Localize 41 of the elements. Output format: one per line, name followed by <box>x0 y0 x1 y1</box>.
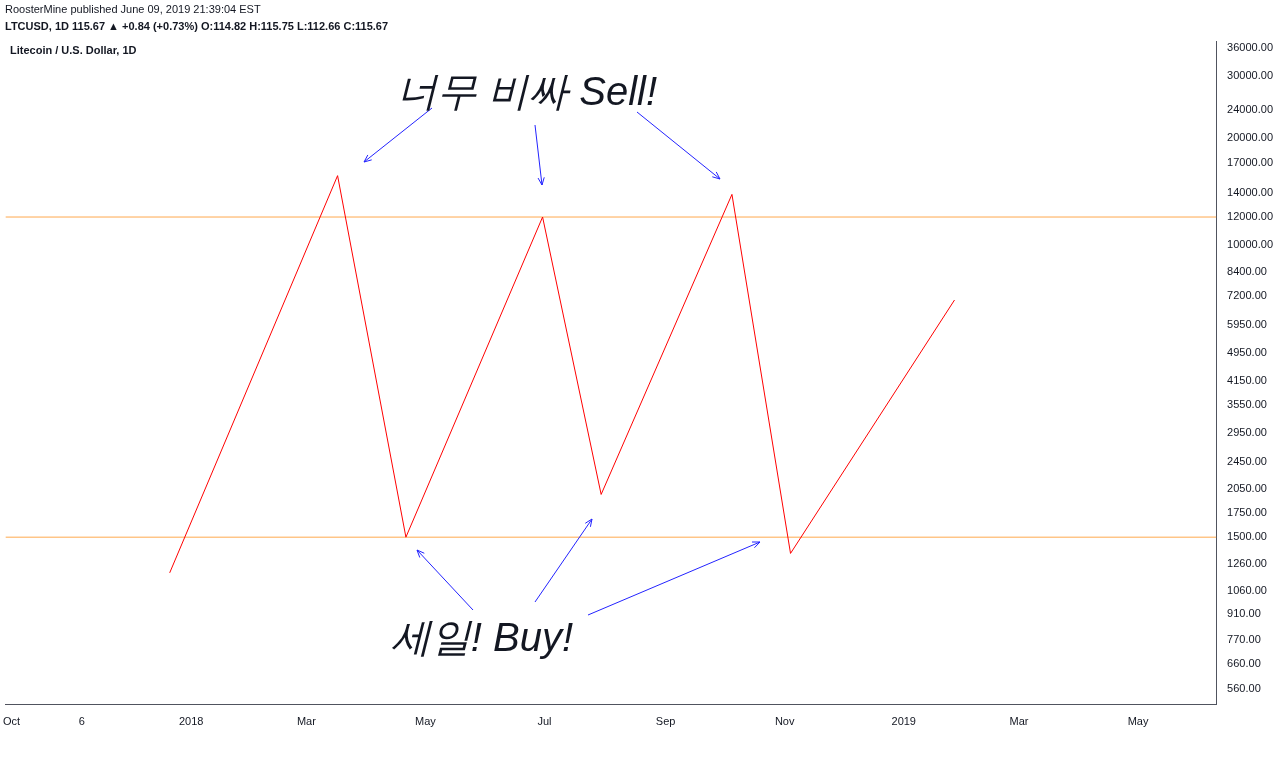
y-tick-label: 3550.00 <box>1227 397 1267 410</box>
x-tick-label: May <box>1127 715 1149 728</box>
y-tick-label: 17000.00 <box>1227 156 1274 169</box>
text: RoosterMine published June 09, 2019 21:39:04 EST <box>5 3 261 15</box>
x-tick-label: 6 <box>78 715 85 728</box>
x-tick-label: 2019 <box>891 715 916 728</box>
text: LTCUSD, 1D 115.67 ▲ +0.84 (+0.73%) O:114.82 H:115.75 L:112.66 C:115.67 <box>5 20 389 32</box>
y-tick-label: 770.00 <box>1227 632 1261 645</box>
x-tick-label: Nov <box>774 715 795 728</box>
y-tick-label: 8400.00 <box>1227 264 1267 277</box>
y-tick-label: 2450.00 <box>1227 454 1267 467</box>
y-tick-label: 2050.00 <box>1227 482 1267 495</box>
y-tick-label: 4150.00 <box>1227 373 1267 386</box>
y-tick-label: 24000.00 <box>1227 103 1274 116</box>
y-tick-label: 2950.00 <box>1227 426 1267 439</box>
y-tick-label: 660.00 <box>1227 656 1261 669</box>
y-tick-label: 1060.00 <box>1227 583 1267 596</box>
y-tick-label: 1500.00 <box>1227 530 1267 543</box>
y-tick-label: 30000.00 <box>1227 68 1274 81</box>
chart-title: Litecoin / U.S. Dollar, 1D <box>10 44 137 56</box>
y-tick-label: 560.00 <box>1227 681 1261 694</box>
x-tick-label: Oct <box>2 715 21 728</box>
y-tick-label: 4950.00 <box>1227 346 1267 359</box>
x-tick-label: Mar <box>1009 715 1029 728</box>
x-tick-label: Sep <box>655 715 676 728</box>
y-tick-label: 36000.00 <box>1227 40 1274 53</box>
y-tick-label: 12000.00 <box>1227 210 1274 223</box>
y-tick-label: 910.00 <box>1227 607 1261 620</box>
y-tick-label: 14000.00 <box>1227 186 1274 199</box>
y-tick-label: 7200.00 <box>1227 288 1267 301</box>
y-tick-label: 20000.00 <box>1227 131 1274 144</box>
y-tick-label: 10000.00 <box>1227 238 1274 251</box>
annotation: 너무 비싸 Sell! <box>396 68 658 115</box>
y-tick-label: 5950.00 <box>1227 318 1267 331</box>
x-tick-label: Mar <box>296 715 317 728</box>
annotation: 세일! Buy! <box>390 614 574 661</box>
x-tick-label: Jul <box>537 715 552 728</box>
x-tick-label: May <box>415 715 437 728</box>
y-tick-label: 1260.00 <box>1227 557 1267 570</box>
x-tick-label: 2018 <box>178 715 204 728</box>
y-tick-label: 1750.00 <box>1227 506 1267 519</box>
